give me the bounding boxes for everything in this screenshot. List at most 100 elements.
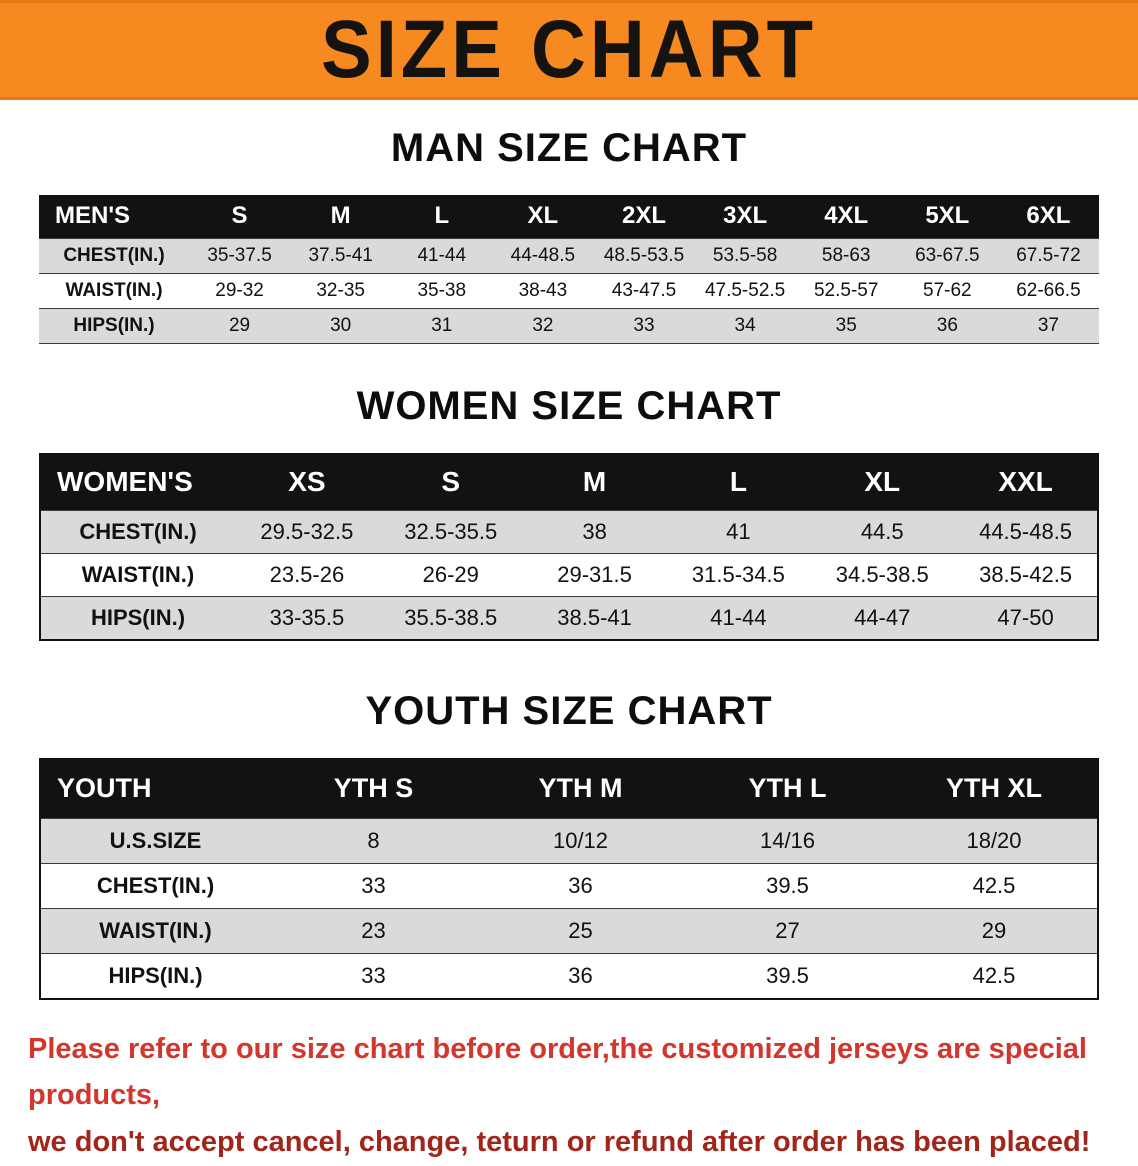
men-section-heading: MAN SIZE CHART (0, 126, 1138, 171)
row-label-cell: U.S.SIZE (40, 819, 270, 864)
size-value-cell: 29.5-32.5 (235, 511, 379, 554)
disclaimer-note: Please refer to our size chart before or… (0, 1026, 1138, 1166)
size-value-cell: 35 (796, 308, 897, 343)
size-value-cell: 29-32 (189, 273, 290, 308)
disclaimer-line-2: we don't accept cancel, change, teturn o… (28, 1119, 1110, 1166)
size-value-cell: 29-31.5 (523, 554, 667, 597)
size-value-cell: 38.5-41 (523, 597, 667, 640)
size-value-cell: 48.5-53.5 (593, 238, 694, 273)
size-column-header: XXL (954, 454, 1098, 511)
size-value-cell: 36 (477, 954, 684, 999)
size-value-cell: 8 (270, 819, 477, 864)
size-value-cell: 33 (593, 308, 694, 343)
size-value-cell: 42.5 (891, 954, 1098, 999)
size-value-cell: 23 (270, 909, 477, 954)
disclaimer-line-1: Please refer to our size chart before or… (28, 1026, 1110, 1120)
size-value-cell: 41-44 (666, 597, 810, 640)
size-value-cell: 38.5-42.5 (954, 554, 1098, 597)
size-value-cell: 67.5-72 (998, 238, 1099, 273)
row-label-cell: HIPS(IN.) (39, 308, 189, 343)
size-value-cell: 35-38 (391, 273, 492, 308)
size-value-cell: 33 (270, 954, 477, 999)
size-column-header: S (379, 454, 523, 511)
size-value-cell: 23.5-26 (235, 554, 379, 597)
size-column-header: XL (492, 195, 593, 238)
size-value-cell: 27 (684, 909, 891, 954)
size-value-cell: 30 (290, 308, 391, 343)
size-column-header: 6XL (998, 195, 1099, 238)
size-column-header: M (290, 195, 391, 238)
size-value-cell: 58-63 (796, 238, 897, 273)
row-label-cell: HIPS(IN.) (40, 597, 235, 640)
size-value-cell: 41-44 (391, 238, 492, 273)
size-value-cell: 37.5-41 (290, 238, 391, 273)
size-value-cell: 39.5 (684, 954, 891, 999)
size-value-cell: 63-67.5 (897, 238, 998, 273)
row-label-cell: WAIST(IN.) (40, 909, 270, 954)
size-value-cell: 39.5 (684, 864, 891, 909)
size-column-header: XL (810, 454, 954, 511)
size-column-header: YTH XL (891, 759, 1098, 819)
size-column-header: 3XL (695, 195, 796, 238)
size-value-cell: 25 (477, 909, 684, 954)
size-column-header: L (391, 195, 492, 238)
size-value-cell: 44.5-48.5 (954, 511, 1098, 554)
size-value-cell: 43-47.5 (593, 273, 694, 308)
size-value-cell: 47-50 (954, 597, 1098, 640)
size-value-cell: 34 (695, 308, 796, 343)
size-value-cell: 44.5 (810, 511, 954, 554)
row-label-cell: CHEST(IN.) (40, 864, 270, 909)
size-value-cell: 33 (270, 864, 477, 909)
size-value-cell: 32 (492, 308, 593, 343)
size-value-cell: 18/20 (891, 819, 1098, 864)
size-value-cell: 53.5-58 (695, 238, 796, 273)
row-label-cell: WAIST(IN.) (39, 273, 189, 308)
size-value-cell: 36 (897, 308, 998, 343)
size-chart-banner: SIZE CHART (0, 0, 1138, 100)
size-value-cell: 42.5 (891, 864, 1098, 909)
size-value-cell: 44-47 (810, 597, 954, 640)
size-column-header: YTH S (270, 759, 477, 819)
size-column-header: 5XL (897, 195, 998, 238)
size-value-cell: 31 (391, 308, 492, 343)
size-column-header: L (666, 454, 810, 511)
table-title-cell: WOMEN'S (40, 454, 235, 511)
size-column-header: S (189, 195, 290, 238)
size-column-header: XS (235, 454, 379, 511)
size-value-cell: 41 (666, 511, 810, 554)
row-label-cell: HIPS(IN.) (40, 954, 270, 999)
size-value-cell: 26-29 (379, 554, 523, 597)
size-value-cell: 38 (523, 511, 667, 554)
size-value-cell: 29 (189, 308, 290, 343)
size-column-header: 2XL (593, 195, 694, 238)
size-value-cell: 62-66.5 (998, 273, 1099, 308)
size-value-cell: 35-37.5 (189, 238, 290, 273)
size-value-cell: 47.5-52.5 (695, 273, 796, 308)
women-section-heading: WOMEN SIZE CHART (0, 384, 1138, 429)
size-value-cell: 37 (998, 308, 1099, 343)
size-value-cell: 14/16 (684, 819, 891, 864)
size-value-cell: 33-35.5 (235, 597, 379, 640)
size-value-cell: 29 (891, 909, 1098, 954)
size-value-cell: 57-62 (897, 273, 998, 308)
size-value-cell: 32-35 (290, 273, 391, 308)
banner-title: SIZE CHART (321, 9, 817, 91)
table-title-cell: MEN'S (39, 195, 189, 238)
size-value-cell: 34.5-38.5 (810, 554, 954, 597)
